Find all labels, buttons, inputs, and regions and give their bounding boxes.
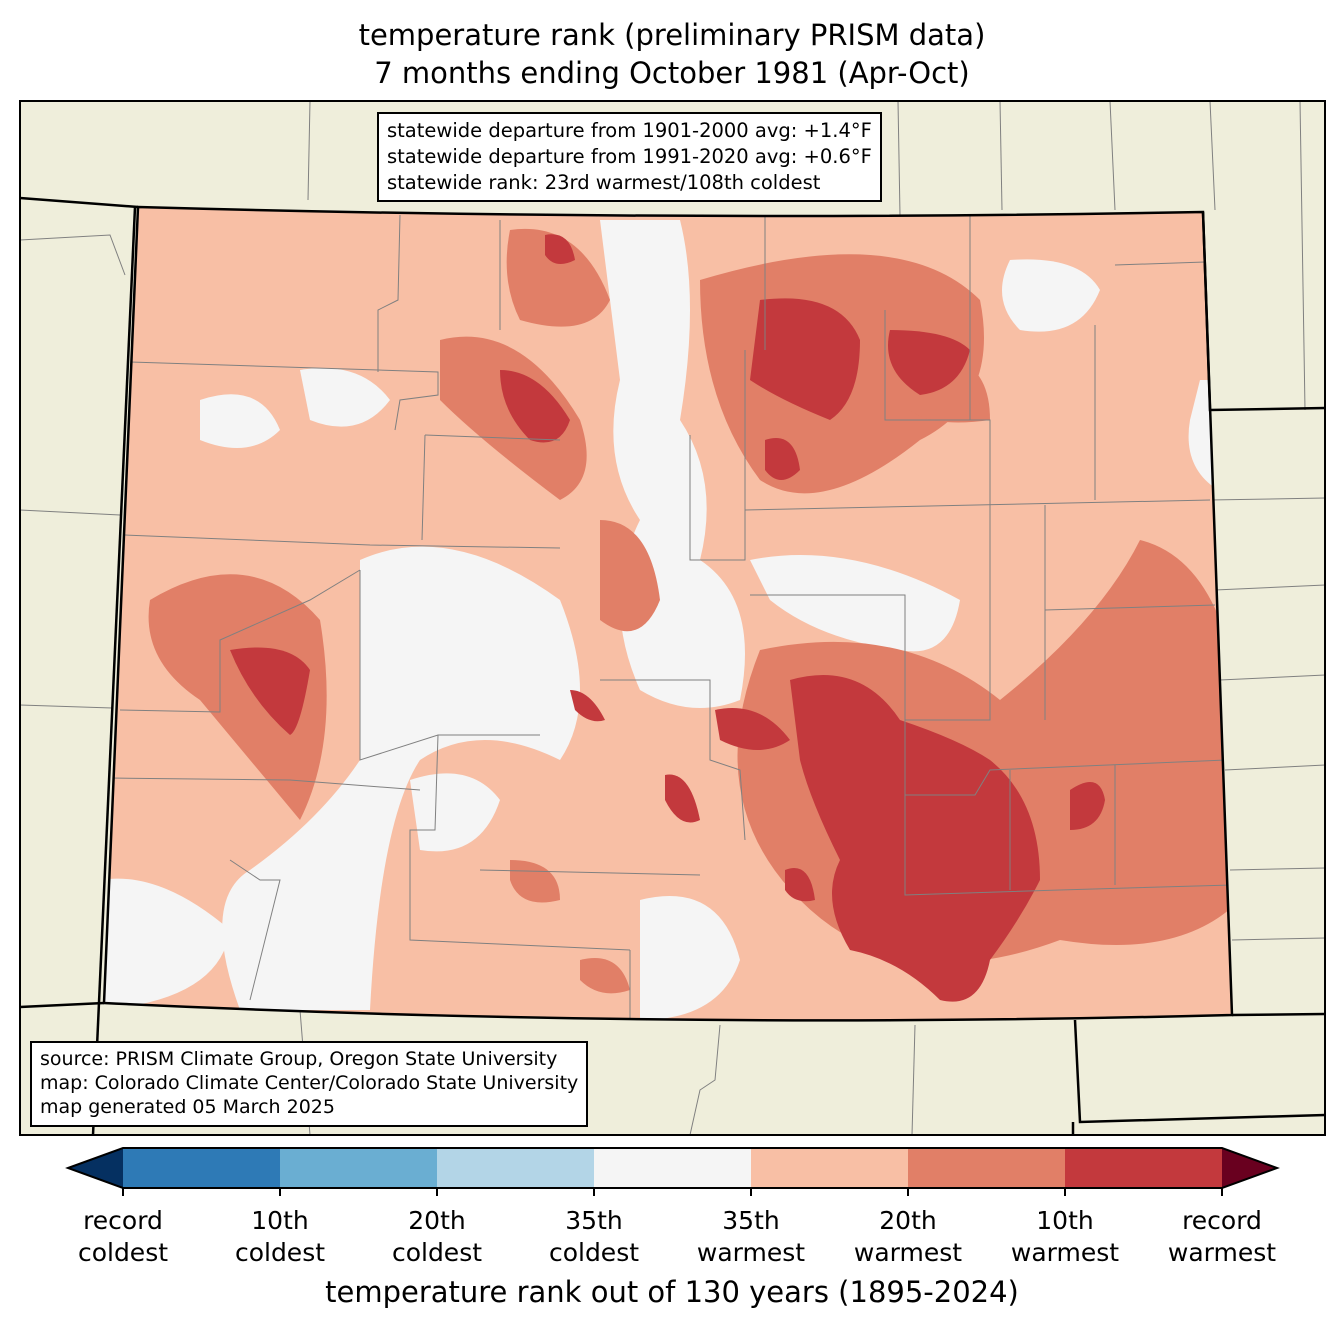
temperature-rank-field	[104, 207, 1232, 1021]
map-title-line2: 7 months ending October 1981 (Apr-Oct)	[374, 56, 970, 90]
colorbar-segment	[123, 1148, 280, 1188]
source-line-1: source: PRISM Climate Group, Oregon Stat…	[40, 1048, 558, 1070]
colorbar-tick-label: 35th coldest	[548, 1206, 640, 1267]
colorbar-tick-label: 20th warmest	[853, 1206, 963, 1267]
stats-line-3: statewide rank: 23rd warmest/108th colde…	[387, 171, 821, 194]
state-borders	[19, 196, 1326, 1136]
colorbar-segment	[908, 1148, 1065, 1188]
colorbar-segment	[594, 1148, 751, 1188]
colorbar-extend-low	[68, 1148, 123, 1188]
colorbar-segment	[1065, 1148, 1222, 1188]
map-frame	[19, 100, 1326, 1136]
colorbar-tick-label: 10th coldest	[234, 1206, 326, 1267]
statewide-stats-box: statewide departure from 1901-2000 avg: …	[377, 112, 882, 202]
colorbar-segment	[280, 1148, 437, 1188]
colorbar-axis-label: temperature rank out of 130 years (1895-…	[325, 1275, 1019, 1309]
source-line-3: map generated 05 March 2025	[40, 1096, 335, 1118]
colorbar-tick-label: 35th warmest	[696, 1206, 806, 1267]
source-box: source: PRISM Climate Group, Oregon Stat…	[30, 1041, 589, 1127]
colorbar-segment	[751, 1148, 908, 1188]
stats-line-2: statewide departure from 1991-2020 avg: …	[387, 145, 872, 168]
colorbar-tick-label: record warmest	[1167, 1206, 1277, 1267]
colorbar-tick-label: 20th coldest	[391, 1206, 483, 1267]
colorbar-extend-high	[1222, 1148, 1277, 1188]
colorbar-tick-label: 10th warmest	[1010, 1206, 1120, 1267]
neighbor-county-lines	[19, 100, 1326, 1136]
colorbar-tick-label: record coldest	[77, 1206, 169, 1267]
source-line-2: map: Colorado Climate Center/Colorado St…	[40, 1072, 579, 1094]
colorbar-segment	[437, 1148, 594, 1188]
map-title-line1: temperature rank (preliminary PRISM data…	[358, 18, 986, 52]
county-lines	[109, 214, 1231, 1020]
colorbar	[65, 1147, 1280, 1196]
stats-line-1: statewide departure from 1901-2000 avg: …	[387, 119, 872, 142]
